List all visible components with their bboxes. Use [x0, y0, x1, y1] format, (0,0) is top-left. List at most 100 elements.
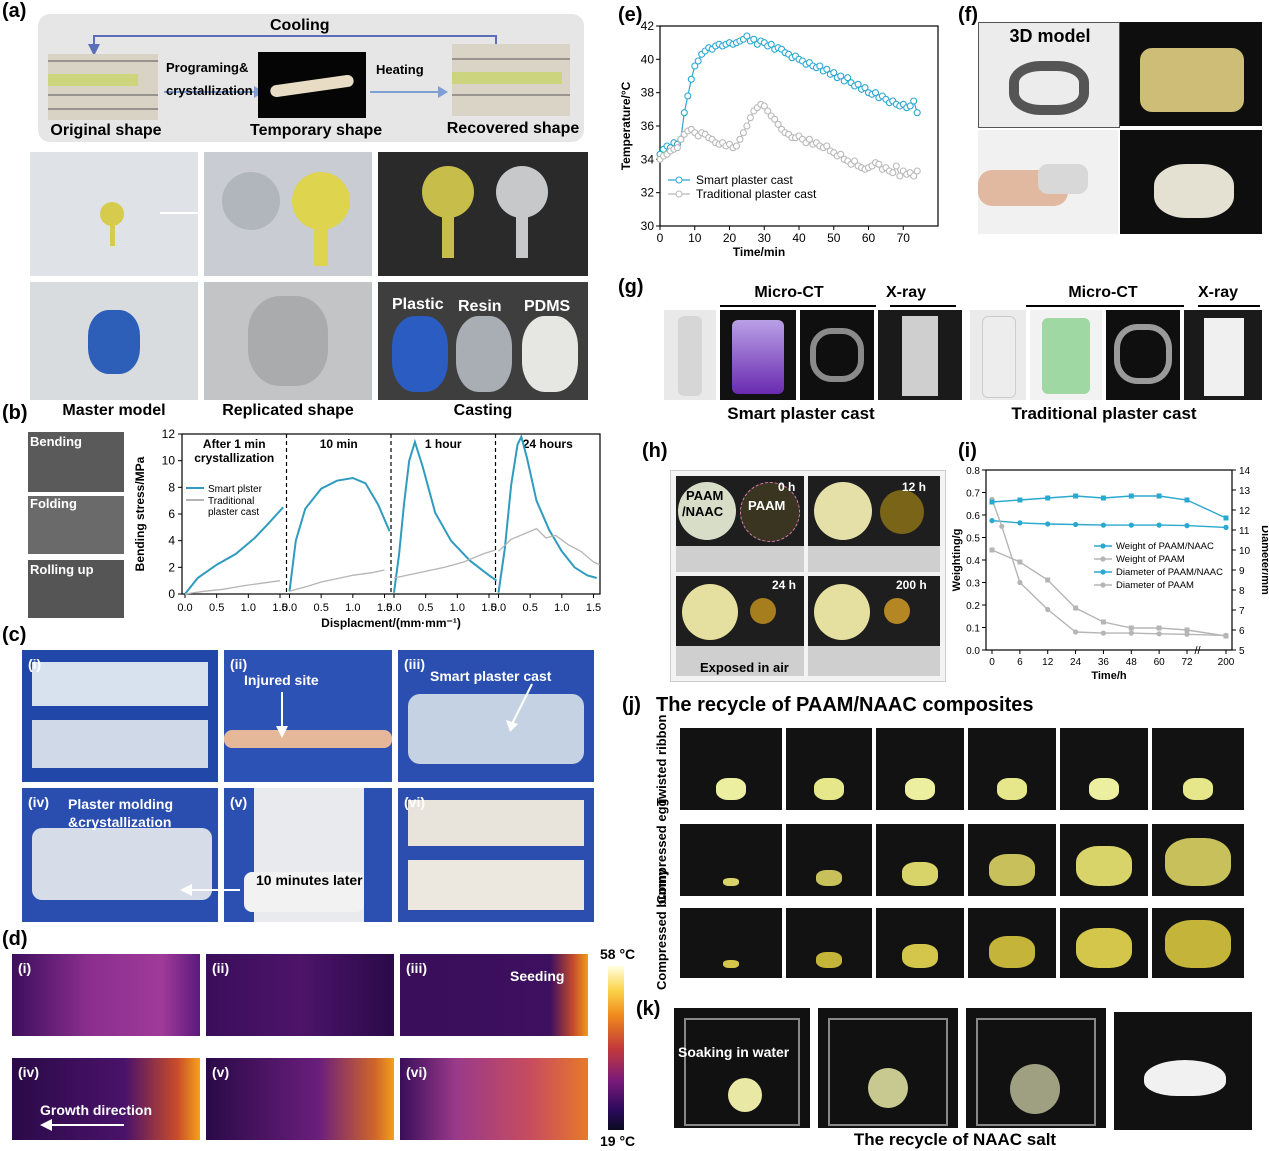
j-frame-r1-c4 — [968, 728, 1056, 810]
b-xtick-label: 1.0 — [450, 602, 465, 614]
programing-label: Programing& — [166, 60, 249, 75]
casting-label: Casting — [453, 402, 513, 419]
j-frame-r3-c4 — [968, 908, 1056, 978]
b-ytick-label: 2 — [168, 560, 175, 574]
b-xtick-label: 0.5 — [209, 602, 224, 614]
i-data-point — [1017, 579, 1023, 586]
c-iii-label: (iii) — [404, 656, 425, 672]
i-data-point — [1045, 495, 1051, 501]
e-data-point — [767, 40, 775, 48]
i-ytick-right-label: 12 — [1239, 506, 1251, 517]
e-data-point — [875, 160, 883, 168]
pdms-label: PDMS — [524, 298, 571, 315]
time-12h: 12 h — [902, 480, 927, 494]
i-data-point — [1073, 493, 1079, 499]
e-data-point — [913, 109, 921, 117]
b-series-line-smart — [497, 433, 597, 593]
b-series-line-smart — [184, 506, 284, 595]
b-ytick-label: 0 — [168, 587, 175, 601]
e-data-point — [687, 75, 695, 83]
traditional-microct-slice — [1106, 310, 1180, 400]
chart-e: 30 32 34 36 38 40 42 0 10 20 30 40 50 60 70 Smart plast… — [618, 19, 948, 273]
folding-label: Folding — [30, 496, 77, 511]
i-data-point — [989, 518, 995, 524]
molding-label-2: &crystallization — [68, 814, 172, 830]
i-ytick-right-label: 10 — [1239, 546, 1251, 557]
panel-f-label: (f) — [958, 4, 978, 26]
i-data-point — [1073, 629, 1079, 635]
thermal-v — [206, 1058, 394, 1140]
b-xtick-label: 1.5 — [481, 602, 496, 614]
scale-max-label: 58 °C — [600, 946, 636, 962]
i-data-point — [1100, 495, 1106, 501]
e-data-point — [816, 62, 824, 70]
e-ytick-label: 38 — [641, 86, 655, 100]
i-legend-label: Diameter of PAAM — [1116, 580, 1194, 591]
i-ytick-label: 0.1 — [966, 624, 980, 635]
thermal-vi — [400, 1058, 588, 1140]
master-bear-photo — [30, 282, 198, 400]
growth-direction-label: Growth direction — [40, 1102, 152, 1118]
j-frame-r2-c6 — [1152, 824, 1244, 896]
e-data-point — [913, 167, 921, 175]
e-xtick-label: 50 — [827, 231, 841, 245]
i-data-point — [1156, 493, 1162, 499]
i-data-point — [1184, 523, 1190, 529]
e-data-point — [743, 32, 751, 40]
j-frame-r2-c5 — [1060, 824, 1148, 896]
e-ylabel: Temperature/°C — [619, 81, 633, 170]
b-xtick-label: 1.0 — [345, 602, 360, 614]
d-ii-label: (ii) — [212, 960, 230, 976]
b-xtick-label: 1.0 — [554, 602, 569, 614]
c-arrows — [180, 683, 533, 896]
e-data-point — [854, 80, 862, 88]
e-xtick-label: 70 — [897, 231, 911, 245]
e-data-point — [684, 92, 692, 100]
i-ytick-label: 0.5 — [966, 534, 980, 545]
j-frame-r3-c5 — [1060, 908, 1148, 978]
i-xlabel: Time/h — [1091, 670, 1127, 682]
thermal-iii — [400, 954, 588, 1036]
e-legend-label: Smart plaster cast — [696, 173, 793, 187]
e-xtick-label: 40 — [792, 231, 806, 245]
i-series-line — [991, 495, 1227, 519]
e-data-point — [851, 157, 859, 165]
i-ytick-label: 0.7 — [966, 489, 980, 500]
c-i-label: (i) — [28, 656, 42, 672]
j-frame-r1-c2 — [786, 728, 872, 810]
recovered-shape-label: Recovered shape — [446, 120, 580, 137]
panel-d-label: (d) — [2, 928, 28, 950]
master-model-label: Master model — [62, 402, 166, 419]
cooling-label: Cooling — [270, 17, 330, 34]
k-soak-photo-2 — [818, 1008, 958, 1128]
b-xtick-label: 0.0 — [491, 602, 506, 614]
j-frame-r3-c3 — [876, 908, 964, 978]
paam-naac-label-2: /NAAC — [682, 504, 724, 519]
b-ylabel: Bending stress/MPa — [133, 456, 147, 571]
temperature-scale-bar — [608, 966, 624, 1130]
i-data-point — [1017, 520, 1023, 526]
b-ytick-label: 8 — [168, 480, 175, 494]
panel-k-label: (k) — [636, 998, 661, 1020]
i-data-point — [1128, 493, 1134, 499]
e-data-point — [871, 89, 880, 97]
photo-c-iv — [22, 788, 218, 922]
i-ytick-label: 0.3 — [966, 579, 980, 590]
i-data-point — [1223, 524, 1229, 530]
photo-c-v — [224, 788, 392, 922]
b-series-line-traditional — [393, 549, 496, 579]
e-data-point — [760, 102, 768, 110]
d-iii-label: (iii) — [406, 960, 427, 976]
d-vi-label: (vi) — [406, 1064, 427, 1080]
i-data-point — [1156, 631, 1162, 637]
i-xtick-label: 200 — [1218, 657, 1235, 668]
e-data-point — [691, 62, 699, 70]
i-ytick-label: 0.6 — [966, 511, 980, 522]
d-iv-label: (iv) — [18, 1064, 39, 1080]
e-xtick-label: 60 — [862, 231, 876, 245]
j-frame-r3-c1 — [680, 908, 782, 978]
seeding-label: Seeding — [510, 968, 565, 984]
finger-cast-photo — [978, 130, 1118, 234]
soaking-label: Soaking in water — [678, 1044, 790, 1060]
traditional-cast-photo — [970, 310, 1026, 400]
